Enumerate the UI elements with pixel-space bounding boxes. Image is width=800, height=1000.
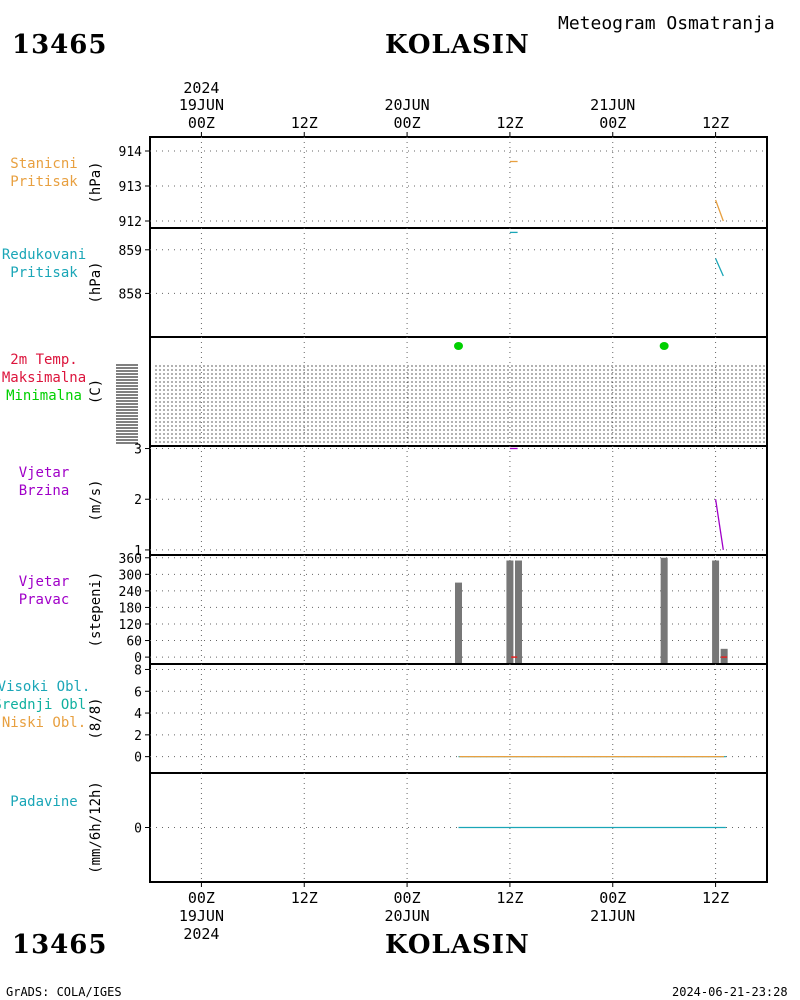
panel-label-line: Pritisak: [10, 174, 78, 190]
panel-wind_speed: 1 2 3: [134, 443, 768, 559]
panel-label-line: Minimalna: [6, 388, 82, 404]
y-tick-label: 0: [134, 651, 142, 666]
panel-label-line: Srednji Obl.: [0, 697, 95, 713]
y-tick-label: 300: [119, 568, 142, 583]
y-tick-label: 3: [134, 443, 142, 458]
station-name-header: KOLASIN: [385, 30, 530, 60]
y-tick-label: 858: [119, 287, 142, 302]
time-tick-label-bottom: 12Z: [496, 889, 523, 907]
y-tick-label: 240: [119, 585, 142, 600]
time-tick-label-bottom: 12Z: [291, 889, 318, 907]
y-tick-label: 2: [134, 729, 142, 744]
time-tick-label-top: 12Z: [702, 114, 729, 132]
y-tick-label: 6: [134, 685, 142, 700]
generated-timestamp: 2024-06-21-23:28: [672, 985, 788, 999]
time-tick-label-top: 12Z: [496, 114, 523, 132]
panel-label-line: Padavine: [10, 794, 77, 810]
panel-frame: [149, 227, 768, 338]
panel-unit-label: (mm/6h/12h): [88, 781, 104, 874]
panel-station_pressure: 912 913 914: [119, 136, 768, 230]
panel-temperature_2m: [116, 336, 768, 447]
station-id-footer: 13465: [12, 930, 108, 960]
panel-frame: [149, 445, 768, 556]
time-tick-label-top: 00Z: [599, 114, 626, 132]
date-label-top: 20JUN: [385, 96, 430, 114]
panel-label-line: Brzina: [19, 483, 70, 499]
bar: [514, 560, 522, 664]
date-label-top: 21JUN: [590, 96, 635, 114]
panel-label-line: Pritisak: [10, 265, 78, 281]
year-label-bottom: 2024: [183, 925, 219, 943]
y-tick-label: 0: [134, 751, 142, 766]
panel-label-line: Stanicni: [10, 156, 77, 172]
year-label-top: 2024: [183, 79, 219, 97]
y-tick-label: 360: [119, 552, 142, 567]
panel-cloud_cover: 0 2 4 6 8: [134, 663, 768, 774]
series-line: [714, 499, 724, 550]
station-name-footer: KOLASIN: [385, 930, 530, 960]
y-tick-label: 60: [126, 635, 142, 650]
y-tick-label: 912: [119, 215, 142, 230]
panel-unit-label: (m/s): [88, 479, 104, 521]
time-tick-label-bottom: 12Z: [702, 889, 729, 907]
y-tick-label: 120: [119, 618, 142, 633]
panel-unit-label: (8/8): [88, 697, 104, 739]
station-id-header: 13465: [12, 30, 108, 60]
y-tick-label: 2: [134, 493, 142, 508]
y-tick-label: 914: [119, 145, 143, 160]
y-tick-label: 859: [119, 244, 142, 259]
time-tick-label-bottom: 00Z: [599, 889, 626, 907]
bar: [455, 582, 462, 664]
y-tick-label: 913: [119, 180, 142, 195]
grads-credit: GrADS: COLA/IGES: [6, 985, 122, 999]
min-temp-dot: [454, 342, 463, 350]
y-tick-label: 8: [134, 663, 142, 678]
date-label-bottom: 21JUN: [590, 907, 635, 925]
y-tick-label: 1: [134, 544, 142, 559]
panel-frame: [149, 136, 768, 229]
panel-frame: [149, 336, 768, 447]
time-tick-label-bottom: 00Z: [188, 889, 215, 907]
time-tick-label-top: 12Z: [291, 114, 318, 132]
date-label-bottom: 20JUN: [385, 907, 430, 925]
y-tick-label: 4: [134, 707, 142, 722]
y-tick-label: 0: [134, 822, 142, 837]
bar: [506, 560, 514, 664]
time-tick-label-top: 00Z: [188, 114, 215, 132]
product-title: Meteogram Osmatranja: [558, 13, 775, 34]
panel-unit-label: (C): [88, 379, 104, 404]
series-line: [714, 199, 724, 222]
panel-label-line: Vjetar: [19, 465, 70, 481]
panel-label-line: 2m Temp.: [10, 352, 77, 368]
date-label-top: 19JUN: [179, 96, 224, 114]
bar: [712, 560, 720, 664]
panel-unit-label: (stepeni): [88, 572, 104, 648]
series-line: [715, 258, 724, 277]
bar: [660, 557, 668, 664]
y-tick-label: 180: [119, 601, 142, 616]
panel-label-line: Pravac: [19, 592, 70, 608]
panel-label-line: Redukovani: [2, 247, 86, 263]
panel-unit-label: (hPa): [88, 261, 104, 303]
panel-unit-label: (hPa): [88, 161, 104, 203]
min-temp-dot: [659, 342, 669, 350]
date-label-bottom: 19JUN: [179, 907, 224, 925]
time-tick-label-top: 00Z: [394, 114, 421, 132]
time-tick-label-bottom: 00Z: [394, 889, 421, 907]
panel-label-line: Maksimalna: [2, 370, 86, 386]
panel-label-line: Niski Obl.: [2, 715, 86, 731]
panel-precipitation: 0: [134, 772, 768, 883]
panel-reduced_pressure: 858 859: [119, 227, 768, 338]
panel-label-line: Vjetar: [19, 574, 70, 590]
panel-label-line: Visoki Obl.: [0, 679, 90, 695]
